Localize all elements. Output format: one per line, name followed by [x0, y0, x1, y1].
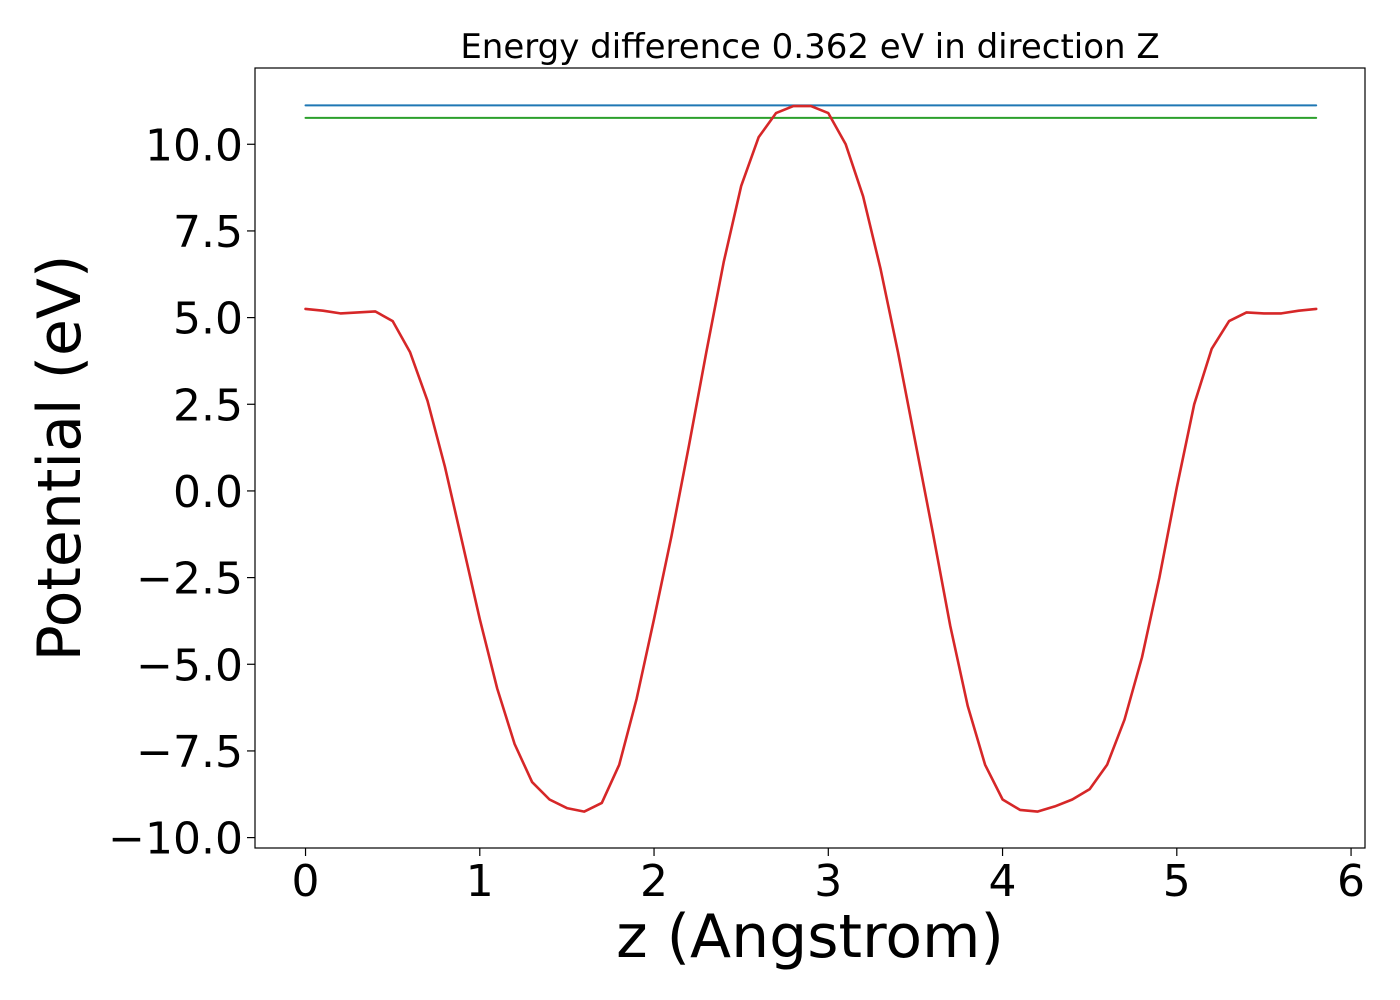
- y-tick-label: −10.0: [108, 814, 243, 865]
- y-tick-label: 7.5: [173, 207, 243, 258]
- y-tick-label: −5.0: [136, 640, 243, 691]
- plot-frame: [254, 67, 1366, 849]
- x-tick-label: 5: [1163, 856, 1191, 907]
- x-tick-label: 2: [640, 856, 668, 907]
- x-tick-label: 0: [292, 856, 320, 907]
- x-tick-label: 4: [989, 856, 1017, 907]
- x-axis: 0 1 2 3 4 5 6: [292, 848, 1365, 907]
- x-tick-label: 3: [814, 856, 842, 907]
- x-axis-label: z (Angstrom): [616, 902, 1004, 972]
- chart-title: Energy difference 0.362 eV in direction …: [460, 27, 1159, 67]
- y-tick-label: 10.0: [145, 120, 243, 171]
- x-tick-label: 6: [1337, 856, 1365, 907]
- y-tick-label: 0.0: [173, 467, 243, 518]
- y-tick-label: 5.0: [173, 294, 243, 345]
- y-tick-label: 2.5: [173, 380, 243, 431]
- y-axis: 10.0 7.5 5.0 2.5 0.0 −2.5 −5.0 −7.5 −10.0: [108, 120, 255, 865]
- y-axis-label: Potential (eV): [25, 255, 95, 662]
- series-layer: [304, 104, 1318, 813]
- x-tick-label: 1: [466, 856, 494, 907]
- series-line-2: [304, 104, 1318, 813]
- y-tick-label: −2.5: [136, 554, 243, 605]
- y-tick-label: −7.5: [136, 727, 243, 778]
